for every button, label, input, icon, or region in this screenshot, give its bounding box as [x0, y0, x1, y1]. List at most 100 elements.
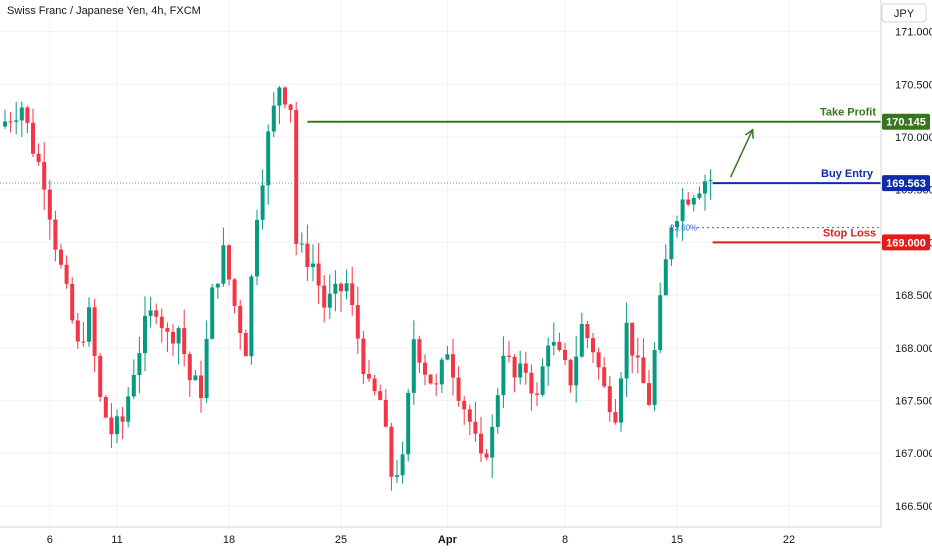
- candle[interactable]: [182, 309, 187, 367]
- candle[interactable]: [355, 286, 360, 354]
- candle[interactable]: [266, 124, 271, 205]
- candle[interactable]: [428, 374, 433, 385]
- candle[interactable]: [568, 358, 573, 393]
- candle[interactable]: [518, 350, 523, 385]
- candle[interactable]: [658, 282, 663, 354]
- candle[interactable]: [423, 354, 427, 386]
- candle[interactable]: [540, 358, 545, 397]
- candle[interactable]: [434, 373, 439, 397]
- candle[interactable]: [3, 109, 7, 129]
- candle[interactable]: [619, 372, 623, 432]
- candle[interactable]: [635, 337, 640, 374]
- currency-box[interactable]: [881, 3, 927, 23]
- trade-annotations[interactable]: [0, 120, 881, 244]
- candle[interactable]: [596, 347, 601, 380]
- candle[interactable]: [501, 336, 506, 409]
- candle[interactable]: [602, 356, 607, 389]
- candle[interactable]: [624, 302, 629, 397]
- candle[interactable]: [232, 278, 237, 314]
- candle[interactable]: [305, 224, 310, 281]
- currency-label[interactable]: JPY: [894, 8, 915, 20]
- candle[interactable]: [456, 366, 461, 407]
- candle[interactable]: [675, 215, 679, 238]
- candle[interactable]: [546, 337, 551, 386]
- candle[interactable]: [25, 105, 30, 134]
- candle[interactable]: [75, 312, 80, 349]
- candle[interactable]: [378, 384, 383, 401]
- currency-selector[interactable]: JPY: [881, 3, 927, 23]
- candle[interactable]: [249, 274, 254, 365]
- candle[interactable]: [81, 321, 86, 347]
- candle[interactable]: [641, 338, 646, 384]
- candle[interactable]: [507, 340, 511, 363]
- candle[interactable]: [204, 320, 209, 403]
- candle[interactable]: [417, 335, 422, 373]
- candle[interactable]: [322, 275, 327, 323]
- candle[interactable]: [652, 342, 657, 412]
- candle[interactable]: [400, 441, 405, 484]
- candle[interactable]: [14, 101, 19, 135]
- candle[interactable]: [367, 360, 371, 382]
- candle[interactable]: [647, 370, 651, 407]
- candle[interactable]: [557, 332, 562, 352]
- candle[interactable]: [389, 422, 394, 491]
- candle[interactable]: [165, 322, 170, 352]
- candle[interactable]: [193, 369, 198, 381]
- candle[interactable]: [311, 244, 315, 282]
- candle[interactable]: [8, 112, 13, 133]
- candle[interactable]: [87, 297, 91, 347]
- candle[interactable]: [143, 296, 147, 372]
- candle[interactable]: [512, 354, 517, 393]
- candle[interactable]: [176, 326, 181, 365]
- candle[interactable]: [663, 244, 668, 296]
- candle[interactable]: [406, 389, 411, 462]
- candle[interactable]: [126, 387, 131, 428]
- candle[interactable]: [473, 401, 478, 442]
- candle[interactable]: [607, 375, 612, 422]
- candle[interactable]: [271, 92, 276, 138]
- candle[interactable]: [42, 142, 47, 211]
- candle[interactable]: [574, 336, 579, 403]
- candle[interactable]: [215, 283, 220, 299]
- candle[interactable]: [395, 459, 399, 484]
- candle[interactable]: [613, 399, 618, 425]
- candle[interactable]: [361, 330, 366, 384]
- candle[interactable]: [294, 101, 299, 256]
- candle[interactable]: [484, 448, 489, 461]
- candle[interactable]: [255, 209, 259, 286]
- candle[interactable]: [333, 270, 338, 312]
- candle[interactable]: [467, 404, 472, 436]
- candle[interactable]: [98, 353, 103, 402]
- candle[interactable]: [579, 312, 584, 358]
- candle[interactable]: [350, 266, 355, 316]
- candle[interactable]: [47, 180, 52, 240]
- candle[interactable]: [708, 169, 713, 200]
- candle[interactable]: [372, 375, 377, 396]
- candle[interactable]: [120, 407, 125, 440]
- candle[interactable]: [70, 276, 75, 324]
- candle[interactable]: [585, 320, 590, 349]
- candle[interactable]: [199, 360, 203, 413]
- candle[interactable]: [529, 364, 534, 411]
- candle[interactable]: [148, 296, 153, 328]
- candle[interactable]: [479, 416, 483, 463]
- candle[interactable]: [154, 303, 159, 325]
- candle[interactable]: [171, 324, 175, 356]
- candle[interactable]: [103, 395, 108, 419]
- candle[interactable]: [339, 282, 343, 312]
- candle[interactable]: [680, 188, 685, 241]
- candle[interactable]: [227, 244, 231, 286]
- candle[interactable]: [64, 255, 69, 289]
- candle[interactable]: [563, 342, 567, 366]
- candle[interactable]: [299, 232, 304, 253]
- candle[interactable]: [316, 243, 321, 305]
- candle[interactable]: [686, 192, 691, 207]
- candle[interactable]: [31, 108, 35, 158]
- candle[interactable]: [221, 227, 226, 287]
- candle[interactable]: [187, 351, 192, 397]
- candle[interactable]: [551, 322, 556, 356]
- candle[interactable]: [697, 186, 702, 201]
- candle[interactable]: [630, 322, 635, 374]
